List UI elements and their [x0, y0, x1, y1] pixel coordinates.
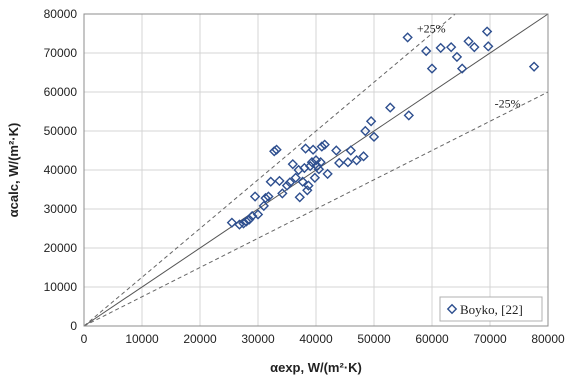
y-tick-labels: 0 10000 20000 30000 40000 50000 60000 70000 8000… [44, 7, 78, 333]
data-point [241, 216, 252, 227]
data-point [258, 200, 269, 212]
data-point [310, 155, 322, 166]
data-point [252, 209, 264, 220]
data-point [309, 172, 321, 183]
data-point [294, 192, 305, 203]
data-point [360, 125, 371, 137]
x-tick-label: 50000 [357, 332, 391, 346]
y-tick-label: 10000 [44, 280, 78, 294]
data-point [263, 191, 274, 202]
data-point [368, 131, 380, 143]
data-point [319, 139, 330, 150]
legend-marker-diamond [446, 303, 458, 315]
plot-frame [83, 13, 549, 327]
data-point [469, 41, 480, 53]
data-point [303, 180, 314, 191]
data-point [322, 168, 333, 180]
data-point [269, 146, 280, 157]
y-tick-label: 0 [70, 319, 77, 333]
x-tick-labels: 0 10000 20000 30000 40000 50000 60000 70000 8000… [81, 332, 565, 346]
data-point [281, 180, 293, 191]
data-point [238, 218, 249, 229]
data-point [315, 157, 326, 168]
reference-line-plus-25 [83, 13, 456, 327]
legend-entry-label: Boyko, [22] [460, 302, 523, 317]
x-tick-label: 70000 [473, 332, 507, 346]
data-points [226, 26, 540, 230]
reference-line-labels: +25% -25% [417, 22, 521, 111]
data-point [297, 176, 308, 187]
y-tick-label: 60000 [44, 85, 78, 99]
y-tick-label: 20000 [44, 241, 78, 255]
x-tick-label: 80000 [531, 332, 565, 346]
y-tick-label: 80000 [44, 7, 78, 21]
data-point [306, 157, 318, 168]
data-point [316, 141, 327, 152]
data-point [307, 144, 319, 155]
data-point [451, 51, 463, 63]
data-point [234, 219, 245, 230]
data-point [528, 61, 540, 72]
data-point [403, 110, 414, 121]
data-point [244, 214, 255, 225]
data-point [226, 217, 238, 228]
data-point [402, 32, 413, 43]
data-point [463, 36, 474, 47]
y-tick-label: 70000 [44, 46, 78, 60]
data-point [481, 26, 493, 37]
data-point [456, 63, 468, 74]
data-point [284, 177, 296, 188]
data-point [277, 188, 288, 199]
data-point [300, 143, 311, 154]
plus-25-label: +25% [417, 22, 446, 36]
legend: Boyko, [22] [439, 296, 543, 322]
minus-25-label: -25% [495, 97, 521, 111]
data-point [247, 210, 258, 222]
x-tick-label: 10000 [125, 332, 159, 346]
data-point [274, 175, 285, 187]
y-tick-label: 40000 [44, 163, 78, 177]
data-point [287, 158, 298, 170]
data-point [265, 176, 276, 187]
data-point [249, 191, 261, 202]
data-point [290, 172, 301, 183]
x-tick-label: 30000 [241, 332, 275, 346]
data-point [426, 63, 438, 74]
data-point [331, 145, 342, 156]
y-axis-label: αcalc, W/(m²·K) [6, 123, 21, 218]
data-point [342, 157, 354, 168]
data-point [311, 160, 323, 172]
x-tick-label: 40000 [299, 332, 333, 346]
data-point [334, 157, 345, 169]
data-point [365, 116, 377, 127]
data-point [358, 151, 369, 162]
data-point [435, 42, 446, 54]
data-point [313, 164, 325, 175]
data-point [345, 145, 356, 156]
x-tick-label: 0 [81, 332, 88, 346]
x-axis-label: αexp, W/(m²·K) [270, 360, 362, 375]
data-point [385, 102, 396, 113]
data-point [445, 41, 457, 53]
x-tick-label: 20000 [183, 332, 217, 346]
data-point [260, 192, 271, 204]
data-point [351, 155, 362, 166]
y-tick-label: 30000 [44, 202, 78, 216]
reference-line-minus-25 [83, 91, 549, 327]
data-point [421, 45, 432, 57]
data-point [271, 144, 282, 155]
x-tick-label: 60000 [415, 332, 449, 346]
y-tick-label: 50000 [44, 124, 78, 138]
data-point [483, 41, 494, 52]
